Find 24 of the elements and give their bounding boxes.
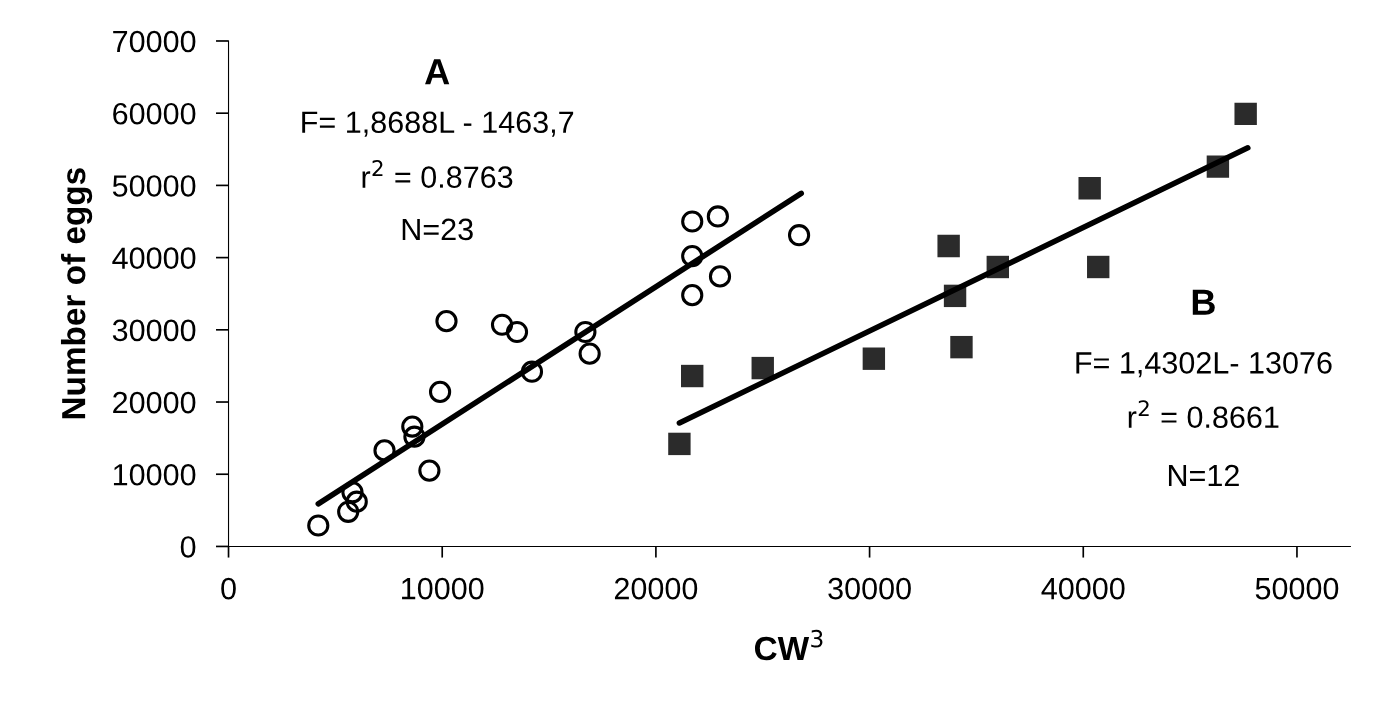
annotation: F= 1,8688L - 1463,7 (302, 111, 574, 137)
annotation: B (1192, 289, 1215, 315)
x-axis-title: CW$^{3}$ (754, 629, 823, 661)
x-tick-label: 50000 (1255, 577, 1339, 600)
y-tick-label: 20000 (113, 391, 196, 414)
y-tick-label: 50000 (112, 175, 196, 197)
x-tick-label: 0 (221, 577, 236, 600)
annotation: r$^{2}$ = 0.8661 (1128, 400, 1279, 429)
annotation: N=23 (402, 218, 473, 241)
y-tick-label: 40000 (112, 247, 196, 269)
x-tick-label: 10000 (402, 577, 484, 600)
annotation: N=12 (1168, 464, 1239, 487)
y-tick-label: 10000 (113, 463, 196, 486)
x-tick-label: 20000 (614, 577, 698, 600)
y-tick-label: 60000 (113, 102, 196, 125)
y-tick-label: 70000 (113, 30, 196, 53)
annotation: r$^{2}$ = 0.8763 (362, 160, 513, 188)
y-tick-label: 30000 (112, 319, 196, 342)
annotation: A (425, 59, 450, 85)
y-tick-label: 0 (180, 536, 196, 558)
x-tick-label: 30000 (828, 577, 911, 600)
x-tick-label: 40000 (1041, 577, 1125, 600)
y-axis-title: Number of eggs (60, 168, 93, 419)
annotation: F= 1,4302L- 13076 (1076, 352, 1332, 378)
